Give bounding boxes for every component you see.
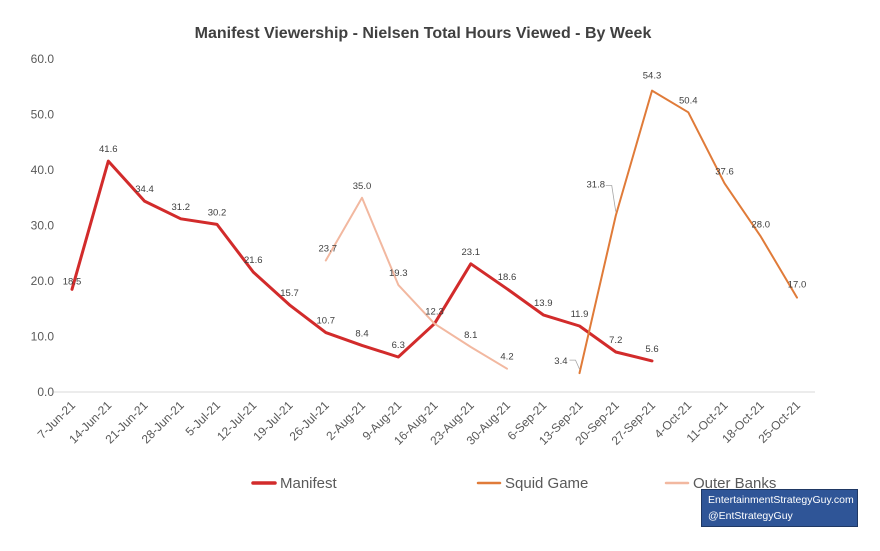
y-tick-label: 20.0 (31, 274, 55, 288)
data-label-manifest: 6.3 (392, 340, 405, 351)
chart-title: Manifest Viewership - Nielsen Total Hour… (195, 25, 652, 42)
credit-website: EntertainmentStrategyGuy.com (708, 494, 854, 506)
data-label-outer-banks: 35.0 (353, 181, 372, 192)
y-tick-label: 60.0 (31, 52, 55, 66)
data-label-squid-game: 54.3 (643, 71, 662, 82)
series-line-squid-game (578, 89, 798, 375)
data-label-manifest: 31.2 (172, 202, 191, 213)
data-label-manifest: 21.6 (244, 255, 263, 266)
y-tick-label: 0.0 (37, 385, 54, 399)
series-layer (70, 89, 798, 375)
data-label-squid-game: 37.6 (715, 166, 734, 177)
data-label-manifest: 41.6 (99, 144, 118, 155)
credit-box: EntertainmentStrategyGuy.com @EntStrateg… (701, 489, 858, 527)
x-tick-label: 26-Jul-21 (287, 398, 333, 444)
data-label-manifest: 7.2 (609, 335, 622, 346)
data-label-manifest: 30.2 (208, 207, 227, 218)
data-label-manifest: 11.9 (571, 309, 589, 320)
data-label-squid-game: 50.4 (679, 95, 698, 106)
data-labels: 18.5 41.6 34.4 31.2 30.2 21.6 15.7 10.7 8.4 6.3 12… (63, 71, 807, 370)
data-label-outer-banks: 4.2 (500, 352, 513, 363)
data-label-squid-game: 3.4 (554, 356, 567, 367)
y-axis: 0.0 10.0 20.0 30.0 40.0 50.0 60.0 (31, 52, 55, 399)
data-label-outer-banks: 23.7 (319, 243, 338, 254)
data-label-manifest: 18.6 (498, 272, 517, 283)
x-axis: 7-Jun-2114-Jun-2121-Jun-2128-Jun-215-Jul… (35, 391, 815, 448)
legend-label: Squid Game (505, 475, 588, 492)
data-label-manifest: 15.7 (280, 288, 299, 299)
legend: Manifest Squid Game Outer Banks (251, 475, 776, 492)
y-tick-label: 40.0 (31, 163, 55, 177)
data-label-manifest: 18.5 (63, 276, 82, 287)
y-tick-label: 30.0 (31, 219, 55, 233)
data-label-manifest: 23.1 (462, 247, 481, 258)
data-label-manifest: 34.4 (135, 184, 154, 195)
data-label-manifest: 5.6 (645, 344, 658, 355)
data-label-squid-game: 31.8 (587, 180, 606, 191)
leader-line (569, 359, 580, 370)
legend-label: Outer Banks (693, 475, 776, 492)
data-label-manifest: 13.9 (534, 298, 553, 309)
y-tick-label: 50.0 (31, 108, 55, 122)
series-line-manifest (70, 159, 654, 363)
credit-handle: @EntStrategyGuy (708, 510, 793, 522)
data-label-outer-banks: 8.1 (464, 330, 477, 341)
series-line-outer-banks (324, 196, 508, 370)
legend-label: Manifest (280, 475, 338, 492)
data-label-squid-game: 17.0 (788, 280, 807, 291)
data-label-manifest: 10.7 (317, 316, 336, 327)
y-tick-label: 10.0 (31, 330, 55, 344)
data-label-manifest: 12.3 (425, 307, 444, 318)
data-label-outer-banks: 19.3 (389, 268, 408, 279)
data-label-squid-game: 28.0 (752, 220, 771, 231)
leader-line (605, 185, 617, 212)
data-label-manifest: 8.4 (355, 328, 368, 339)
